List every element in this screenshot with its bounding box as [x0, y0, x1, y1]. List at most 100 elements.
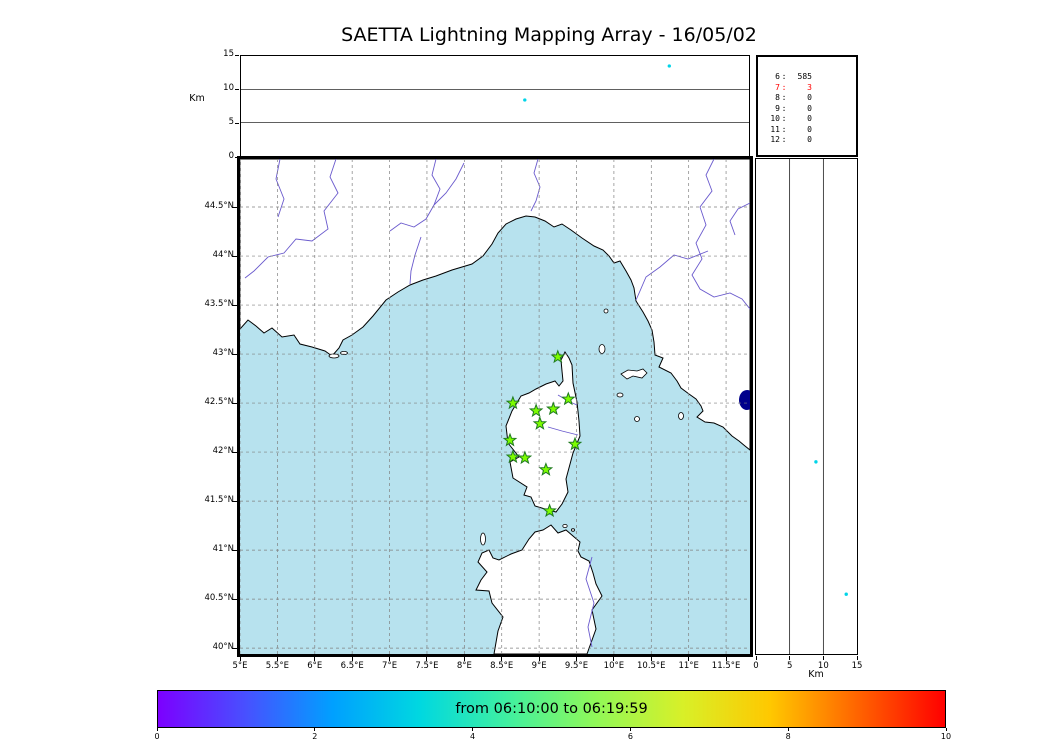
tick-mark — [688, 657, 690, 661]
tick-mark — [576, 657, 577, 661]
station-count-n: 7 — [775, 82, 780, 92]
station-count-row: 9: 0 — [766, 104, 856, 115]
lon-tick-label: 5°E — [232, 661, 248, 671]
lma-station-marker — [546, 401, 561, 416]
map-gridlines — [240, 159, 750, 654]
tick-mark — [235, 156, 239, 158]
tick-mark — [233, 402, 237, 404]
lon-tick-label: 11°E — [678, 661, 699, 671]
tick-mark — [235, 122, 239, 124]
tick-mark — [613, 657, 615, 661]
tick-mark — [314, 657, 316, 661]
tick-mark — [276, 657, 278, 661]
tick-mark — [233, 549, 237, 551]
tick-mark — [389, 657, 391, 661]
tick-mark — [463, 657, 465, 661]
river — [244, 159, 339, 279]
altitude-tick-label: 15 — [223, 49, 234, 59]
station-count-row: 12: 0 — [766, 135, 856, 146]
lightning-source-dot — [814, 460, 818, 464]
montecristo-island — [634, 416, 640, 422]
tick-mark — [233, 451, 237, 453]
geography-layer — [240, 159, 750, 654]
mainland-coastline — [240, 159, 750, 451]
lon-tick-label: 9.5°E — [564, 661, 589, 671]
lon-tick-label: 7.5°E — [415, 661, 439, 671]
lat-tick-label: 43°N — [212, 348, 234, 359]
tick-mark — [314, 728, 316, 731]
lma-station-marker — [567, 436, 583, 451]
tick-mark — [233, 206, 237, 208]
altitude-tick-label: 0 — [228, 151, 234, 161]
colorbar-tick-label: 0 — [154, 732, 160, 741]
station-count-n: 11 — [770, 124, 780, 134]
km-tick-label: 15 — [851, 661, 863, 671]
tick-mark — [822, 656, 824, 660]
plan-view-map — [237, 156, 753, 657]
lon-tick-label: 9°E — [531, 661, 547, 671]
river — [275, 159, 285, 218]
lma-station-marker — [517, 450, 533, 465]
tick-mark — [650, 657, 652, 661]
lightning-source-dot — [523, 98, 527, 102]
lightning-source-dot — [667, 64, 671, 68]
lma-station-marker — [538, 462, 554, 476]
lma-station-marker — [561, 391, 576, 406]
tick-mark — [789, 656, 791, 660]
pianosa-island — [616, 392, 624, 398]
station-markers-layer — [502, 349, 583, 518]
colorbar-tick-label: 2 — [312, 732, 318, 741]
lat-tick-label: 41°N — [212, 544, 234, 555]
station-count-row: 11: 0 — [766, 125, 856, 136]
lma-station-marker — [550, 349, 566, 364]
station-count-row: 6: 585 — [766, 72, 856, 83]
lon-tick-label: 6.5°E — [340, 661, 364, 671]
lon-tick-label: 6°E — [307, 661, 323, 671]
km-tick-label: 5 — [786, 661, 793, 671]
station-count-row: 10: 0 — [766, 114, 856, 125]
km-tick-label: 0 — [753, 661, 759, 671]
tick-mark — [235, 54, 239, 56]
tick-mark — [755, 656, 757, 660]
station-count-value: 3 — [807, 82, 812, 92]
tick-mark — [426, 657, 428, 661]
station-count-row: 7: 3 — [766, 83, 856, 94]
tick-mark — [725, 657, 727, 661]
colorbar-gradient — [158, 691, 945, 727]
lat-tick-label: 42.5°N — [204, 397, 234, 408]
river — [585, 556, 595, 648]
lma-station-marker — [528, 403, 544, 418]
lake-bolsena — [739, 390, 750, 410]
lon-tick-label: 10°E — [603, 661, 625, 671]
altitude-axis-label: Km — [189, 93, 205, 104]
altitude-tick-label: 5 — [228, 117, 234, 127]
giglio-island — [678, 412, 684, 420]
tick-mark — [629, 728, 631, 731]
station-count-row: 8: 0 — [766, 93, 856, 104]
lat-tick-label: 44°N — [212, 250, 234, 261]
altitude-axis-label-right: Km — [808, 669, 824, 680]
station-count-box: 6: 585 7: 3 8: 0 9: 0 10: 0 11: 0 12: 0 — [756, 55, 858, 157]
tick-mark — [787, 728, 789, 731]
station-count-value: 585 — [797, 72, 812, 81]
lma-station-marker — [505, 449, 521, 464]
station-count-colon: : — [781, 93, 787, 102]
station-count-value: 0 — [807, 93, 812, 102]
tick-mark — [351, 657, 353, 661]
river — [409, 236, 422, 285]
altitude-longitude-panel — [240, 55, 750, 157]
hyeres-islands — [328, 353, 340, 359]
tick-mark — [945, 728, 947, 731]
lma-station-marker — [532, 416, 548, 430]
elba-island — [620, 368, 648, 380]
tick-mark — [233, 598, 237, 600]
station-count-n: 10 — [770, 114, 780, 123]
colorbar-tick-label: 4 — [470, 732, 476, 741]
station-count-value: 0 — [807, 114, 812, 123]
lightning-source-dot — [844, 592, 848, 596]
map-canvas — [240, 159, 750, 654]
time-colorbar: from 06:10:00 to 06:19:59 — [157, 690, 946, 728]
lma-station-marker — [505, 395, 521, 410]
station-count-value: 0 — [807, 135, 812, 144]
